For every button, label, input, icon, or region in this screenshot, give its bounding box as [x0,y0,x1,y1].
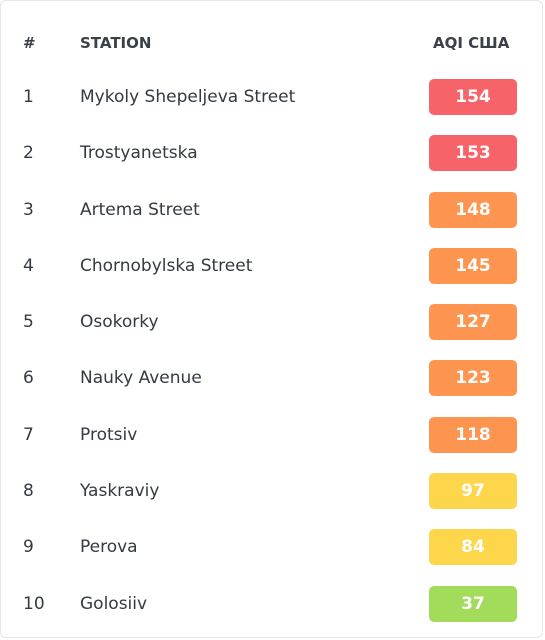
station-name[interactable]: Protsiv [80,424,138,445]
rank-number: 1 [23,87,34,107]
rank-number: 8 [23,481,34,502]
table-row[interactable]: 7 Protsiv 118 [1,409,545,465]
aqi-badge: 148 [429,191,517,228]
station-name[interactable]: Yaskraviy [80,481,160,502]
rank-number: 3 [23,199,34,220]
station-name[interactable]: Golosiiv [80,593,148,614]
aqi-column-header: AQI США [433,34,510,52]
rank-number: 4 [23,255,34,276]
table-header: # STATION AQI США [1,25,545,61]
aqi-badge: 37 [429,585,517,622]
aqi-badge: 84 [429,529,517,566]
rank-number: 10 [23,593,45,614]
aqi-badge: 97 [429,473,517,510]
aqi-badge: 118 [429,416,517,453]
table-row[interactable]: 9 Perova 84 [1,521,545,577]
station-list: 1 Mykoly Shepeljeva Street 154 2 Trostya… [1,71,545,634]
station-name[interactable]: Nauky Avenue [80,368,202,389]
table-row[interactable]: 6 Nauky Avenue 123 [1,352,545,408]
rank-column-header: # [23,34,36,52]
aqi-badge: 123 [429,360,517,397]
table-row[interactable]: 5 Osokorky 127 [1,296,545,352]
station-name[interactable]: Artema Street [80,199,200,220]
station-name[interactable]: Osokorky [80,312,159,333]
station-column-header: STATION [80,34,152,52]
station-name[interactable]: Mykoly Shepeljeva Street [80,87,296,107]
station-name[interactable]: Trostyanetska [80,143,198,164]
aqi-badge: 145 [429,247,517,284]
table-row[interactable]: 3 Artema Street 148 [1,184,545,240]
table-row[interactable]: 1 Mykoly Shepeljeva Street 154 [1,71,545,127]
table-row[interactable]: 10 Golosiiv 37 [1,578,545,634]
table-row[interactable]: 4 Chornobylska Street 145 [1,240,545,296]
table-row[interactable]: 2 Trostyanetska 153 [1,127,545,183]
station-name[interactable]: Chornobylska Street [80,255,253,276]
station-name[interactable]: Perova [80,537,138,558]
rank-number: 6 [23,368,34,389]
rank-number: 2 [23,143,34,164]
rank-number: 7 [23,424,34,445]
aqi-badge: 154 [429,79,517,115]
aqi-badge: 127 [429,304,517,341]
table-row[interactable]: 8 Yaskraviy 97 [1,465,545,521]
rank-number: 9 [23,537,34,558]
aqi-badge: 153 [429,135,517,172]
rank-number: 5 [23,312,34,333]
